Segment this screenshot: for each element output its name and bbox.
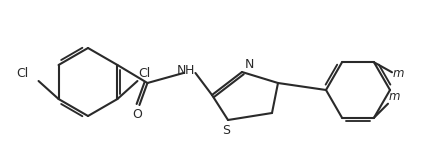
Text: m: m [388, 90, 400, 103]
Text: N: N [176, 64, 185, 77]
Text: O: O [132, 108, 142, 121]
Text: H: H [184, 64, 194, 77]
Text: N: N [244, 58, 254, 71]
Text: m: m [392, 67, 404, 80]
Text: Cl: Cl [138, 67, 150, 80]
Text: Cl: Cl [16, 67, 29, 80]
Text: S: S [221, 124, 230, 137]
